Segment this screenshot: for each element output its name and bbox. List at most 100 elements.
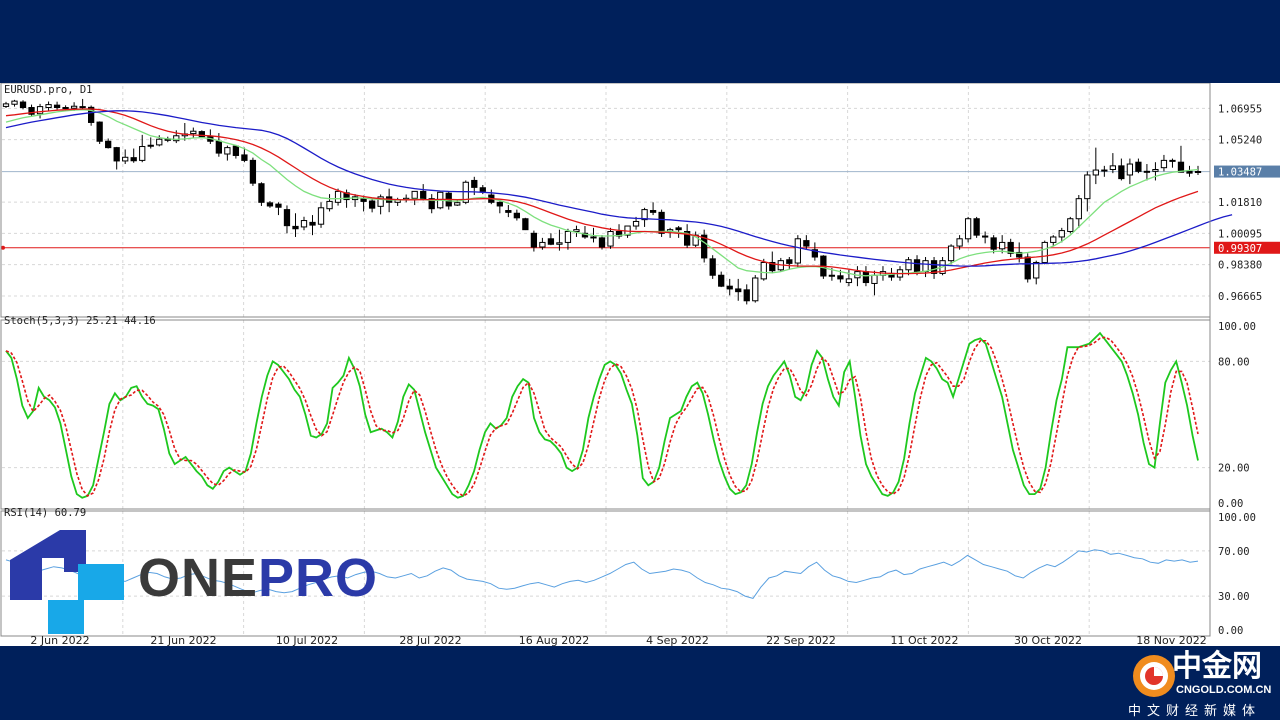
candle-bearish: [88, 106, 95, 123]
candle-bullish: [2, 103, 10, 107]
candle-bearish: [198, 131, 205, 138]
stoch-tick-label: 20.00: [1218, 463, 1250, 475]
candle-bearish: [769, 261, 776, 272]
candle-bullish: [573, 229, 580, 232]
candle-bearish: [266, 202, 274, 207]
candle-bullish: [139, 146, 146, 161]
moving-average-layer: [5, 108, 1233, 277]
candle-bearish: [428, 198, 435, 210]
candle-bearish: [598, 237, 606, 248]
candle-bearish: [258, 183, 265, 203]
candle-bullish: [1160, 159, 1168, 169]
level-layer: 0.99307 1.03487: [1, 165, 1280, 255]
date-tick-label: 2 Jun 2022: [30, 634, 89, 646]
candle-bearish: [786, 259, 793, 264]
price-tick-label: 1.06955: [1218, 103, 1262, 115]
candle-bullish: [173, 135, 180, 142]
candle-bullish: [922, 260, 929, 273]
rsi-tick-label: 100.00: [1218, 512, 1256, 524]
candle-bullish: [956, 238, 963, 247]
price-tick-label: 0.96665: [1218, 291, 1262, 303]
candle-bullish: [377, 196, 384, 207]
candle-bullish: [871, 274, 878, 284]
candle-bullish: [300, 220, 308, 228]
current-price-label: 1.03487: [1218, 167, 1262, 179]
candle-bearish: [658, 211, 665, 234]
date-tick-label: 16 Aug 2022: [519, 634, 589, 646]
price-tick-label: 0.98380: [1218, 260, 1262, 272]
candle-bullish: [326, 200, 333, 210]
candle-bearish: [1169, 159, 1176, 162]
candle-bearish: [701, 234, 708, 259]
stoch-signal-line: [5, 336, 1199, 497]
candle-bearish: [283, 209, 291, 227]
date-tick-label: 21 Jun 2022: [150, 634, 216, 646]
candle-bearish: [743, 289, 750, 302]
candle-bearish: [1186, 170, 1193, 174]
candle-bearish: [530, 232, 538, 248]
candle-bearish: [684, 230, 691, 246]
onepro-logo: [8, 528, 398, 638]
date-tick-label: 10 Jul 2022: [276, 634, 338, 646]
candle-bullish: [760, 261, 767, 280]
onepro-mark-icon: [10, 530, 124, 634]
candle-bullish: [1152, 169, 1159, 172]
candle-bullish: [1194, 171, 1202, 174]
date-tick-label: 28 Jul 2022: [399, 634, 461, 646]
candle-bullish: [1075, 198, 1082, 220]
candle-bearish: [249, 159, 257, 184]
date-tick-label: 22 Sep 2022: [766, 634, 836, 646]
cngold-logo: 中金网 CNGOLD.COM.CN 中文财经新媒体: [1120, 648, 1280, 720]
candle-bearish: [522, 218, 529, 231]
candle-bullish: [334, 190, 342, 203]
rsi-tick-label: 30.00: [1218, 591, 1250, 603]
current-price-tag: [1214, 165, 1280, 178]
symbol-label: EURUSD.pro, D1: [4, 84, 93, 96]
stoch-tick-label: 100.00: [1218, 321, 1256, 333]
candle-bearish: [368, 200, 376, 209]
candle-bearish: [735, 288, 742, 293]
candle-bullish: [411, 190, 418, 199]
candle-bearish: [62, 107, 69, 110]
onepro-pro-text: PRO: [258, 548, 379, 608]
candle-bullish: [607, 230, 614, 247]
support-level-marker: [1, 245, 5, 250]
date-tick-label: 11 Oct 2022: [890, 634, 958, 646]
candle-bullish: [1058, 230, 1065, 238]
candle-bearish: [505, 210, 512, 213]
candle-bullish: [1101, 169, 1108, 172]
candle-bearish: [53, 104, 61, 109]
candle-bullish: [1084, 174, 1091, 200]
candle-bullish: [1109, 165, 1116, 171]
stoch-main-line: [5, 331, 1199, 499]
candle-bearish: [19, 101, 27, 109]
candle-bearish: [1118, 165, 1125, 180]
candle-bearish: [471, 179, 478, 188]
candle-bullish: [1067, 218, 1074, 232]
candle-bearish: [360, 198, 367, 202]
candle-bearish: [479, 187, 486, 192]
cngold-emblem-icon: [1133, 655, 1175, 697]
candle-bullish: [1041, 241, 1048, 263]
candle-bearish: [1135, 161, 1142, 172]
candle-bearish: [811, 249, 818, 258]
candle-bearish: [547, 238, 555, 245]
chart-frame: 0.99307 1.03487 1.06955 1.05240 1.01810 1.00…: [0, 83, 1280, 646]
candle-bullish: [36, 106, 44, 115]
candle-bearish: [1177, 161, 1185, 173]
candle-bullish: [999, 241, 1006, 250]
candle-bullish: [564, 230, 572, 243]
candle-bearish: [496, 201, 503, 207]
panel-border: [0, 319, 1211, 510]
rsi-tick-label: 0.00: [1218, 625, 1243, 637]
candle-bearish: [215, 140, 222, 154]
candle-bearish: [803, 240, 810, 247]
candle-bullish: [641, 209, 648, 221]
stoch-tick-label: 80.00: [1218, 356, 1250, 368]
candle-bearish: [96, 121, 103, 142]
candle-bearish: [982, 235, 989, 238]
candle-bearish: [28, 107, 35, 115]
moving-average-line-3: [5, 110, 1233, 267]
rsi-label: RSI(14) 60.79: [4, 507, 86, 519]
date-tick-label: 4 Sep 2022: [646, 634, 709, 646]
